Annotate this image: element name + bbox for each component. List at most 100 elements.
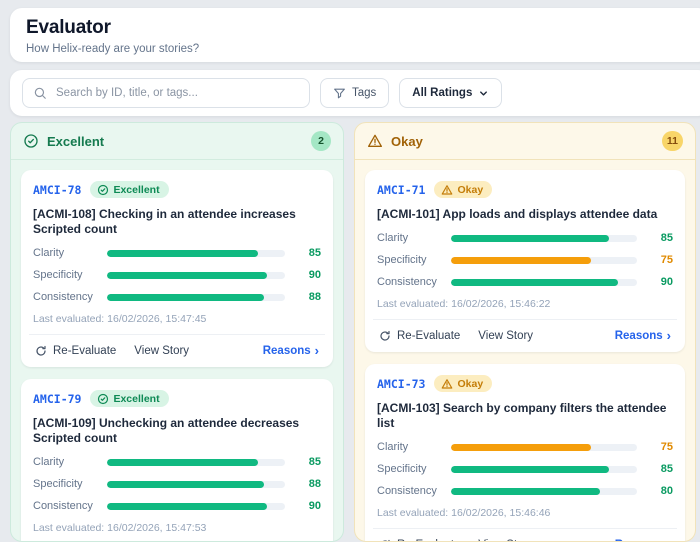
metric-label: Consistency — [33, 291, 95, 303]
metric-row: Specificity 90 — [33, 269, 321, 281]
metric-bar-fill — [107, 250, 258, 257]
metric-bar-fill — [107, 481, 264, 488]
reasons-link[interactable]: Reasons › — [615, 329, 671, 342]
warning-triangle-icon — [367, 133, 383, 149]
rating-columns: Excellent 2 AMCI-78 Excellent [ACMI-108]… — [10, 122, 696, 542]
metric-bar-track — [451, 466, 637, 473]
metric-value: 90 — [649, 276, 673, 288]
metric-bar-track — [451, 257, 637, 264]
tags-button-label: Tags — [352, 87, 376, 99]
card-header: AMCI-79 Excellent — [33, 390, 321, 407]
metric-label: Specificity — [33, 269, 95, 281]
metric-label: Specificity — [33, 478, 95, 490]
search-box[interactable] — [22, 78, 310, 108]
metric-row: Consistency 90 — [377, 276, 673, 288]
filter-funnel-icon — [333, 87, 346, 100]
story-id-link[interactable]: AMCI-78 — [33, 183, 81, 197]
metric-label: Specificity — [377, 254, 439, 266]
warning-triangle-icon — [441, 378, 453, 390]
card-footer: Re-Evaluate View Story Reasons › — [377, 320, 673, 344]
story-title: [ACMI-108] Checking in an attendee incre… — [33, 207, 321, 237]
metric-row: Specificity 75 — [377, 254, 673, 266]
metric-bar-track — [107, 294, 285, 301]
metrics: Clarity 75 Specificity 85 Consistency 80 — [377, 441, 673, 497]
rating-badge: Excellent — [90, 181, 168, 198]
story-id-link[interactable]: AMCI-79 — [33, 392, 81, 406]
rating-badge: Okay — [434, 375, 492, 392]
metric-value: 75 — [649, 441, 673, 453]
search-input[interactable] — [54, 86, 299, 100]
view-story-button[interactable]: View Story — [478, 539, 533, 542]
metric-label: Clarity — [33, 247, 95, 259]
search-icon — [33, 86, 47, 100]
metric-row: Clarity 85 — [377, 232, 673, 244]
metric-bar-track — [451, 444, 637, 451]
metric-value: 90 — [297, 500, 321, 512]
reasons-label: Reasons — [615, 539, 663, 542]
metric-row: Specificity 88 — [33, 478, 321, 490]
re-evaluate-button[interactable]: Re-Evaluate — [379, 539, 460, 542]
ratings-filter-value: All Ratings — [412, 87, 472, 99]
metrics: Clarity 85 Specificity 88 Consistency 90 — [33, 456, 321, 512]
rating-badge-label: Okay — [457, 378, 483, 390]
check-circle-icon — [23, 133, 39, 149]
metric-value: 85 — [297, 247, 321, 259]
view-story-button[interactable]: View Story — [134, 345, 189, 357]
re-evaluate-label: Re-Evaluate — [397, 539, 460, 542]
page: { "header": { "title": "Evaluator", "sub… — [0, 0, 700, 471]
column-excellent-header: Excellent 2 — [11, 123, 343, 160]
page-subtitle: How Helix-ready are your stories? — [26, 43, 694, 55]
rating-badge-label: Okay — [457, 184, 483, 196]
metric-bar-track — [451, 279, 637, 286]
card-footer: Re-Evaluate View Story Reasons › — [377, 529, 673, 542]
metric-bar-fill — [451, 466, 609, 473]
metric-value: 90 — [297, 269, 321, 281]
last-evaluated: Last evaluated: 16/02/2026, 15:46:22 — [377, 298, 673, 310]
rating-badge-label: Excellent — [113, 393, 159, 405]
story-title: [ACMI-101] App loads and displays attend… — [377, 207, 673, 222]
metric-row: Clarity 85 — [33, 456, 321, 468]
metric-row: Consistency 90 — [33, 500, 321, 512]
tags-filter-button[interactable]: Tags — [320, 78, 389, 108]
reasons-link[interactable]: Reasons › — [615, 538, 671, 542]
re-evaluate-label: Re-Evaluate — [53, 345, 116, 357]
story-card: AMCI-79 Excellent [ACMI-109] Unchecking … — [21, 379, 333, 542]
metric-value: 80 — [649, 485, 673, 497]
metric-bar-track — [107, 459, 285, 466]
chevron-right-icon: › — [667, 329, 671, 342]
view-story-button[interactable]: View Story — [478, 330, 533, 342]
warning-triangle-icon — [441, 184, 453, 196]
story-id-link[interactable]: AMCI-71 — [377, 183, 425, 197]
ratings-filter-select[interactable]: All Ratings — [399, 78, 502, 108]
rating-badge: Okay — [434, 181, 492, 198]
column-excellent-cards: AMCI-78 Excellent [ACMI-108] Checking in… — [11, 160, 343, 542]
card-header: AMCI-73 Okay — [377, 375, 673, 392]
metric-bar-fill — [451, 444, 591, 451]
rating-badge-label: Excellent — [113, 184, 159, 196]
toolbar: Tags All Ratings — [10, 70, 700, 116]
story-id-link[interactable]: AMCI-73 — [377, 377, 425, 391]
story-title: [ACMI-103] Search by company filters the… — [377, 401, 673, 431]
column-excellent-count-badge: 2 — [311, 131, 331, 151]
story-title: [ACMI-109] Unchecking an attendee decrea… — [33, 416, 321, 446]
column-okay-label: Okay — [391, 134, 423, 149]
metric-row: Clarity 75 — [377, 441, 673, 453]
column-okay: Okay 11 AMCI-71 Okay [ACMI-101] App load… — [354, 122, 696, 542]
column-excellent: Excellent 2 AMCI-78 Excellent [ACMI-108]… — [10, 122, 344, 542]
metric-value: 85 — [649, 463, 673, 475]
reasons-link[interactable]: Reasons › — [263, 344, 319, 357]
re-evaluate-button[interactable]: Re-Evaluate — [35, 345, 116, 357]
metric-row: Specificity 85 — [377, 463, 673, 475]
metric-label: Specificity — [377, 463, 439, 475]
chevron-down-icon — [478, 88, 489, 99]
last-evaluated: Last evaluated: 16/02/2026, 15:46:46 — [377, 507, 673, 519]
page-title: Evaluator — [26, 18, 694, 39]
metric-value: 85 — [649, 232, 673, 244]
metric-value: 88 — [297, 478, 321, 490]
metric-bar-track — [107, 250, 285, 257]
re-evaluate-button[interactable]: Re-Evaluate — [379, 330, 460, 342]
page-header: Evaluator How Helix-ready are your stori… — [10, 8, 700, 62]
metric-bar-track — [107, 503, 285, 510]
metric-label: Clarity — [377, 441, 439, 453]
metric-bar-fill — [107, 459, 258, 466]
